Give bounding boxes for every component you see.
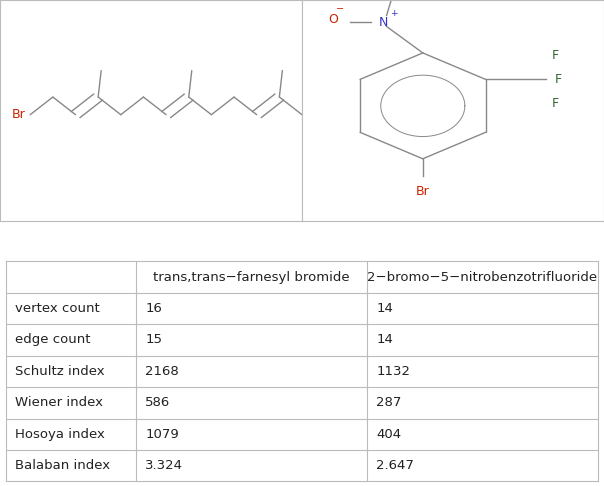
Text: −: −: [336, 4, 344, 14]
Text: 1079: 1079: [146, 428, 179, 441]
Text: 14: 14: [376, 333, 393, 347]
Text: 14: 14: [376, 302, 393, 315]
Text: F: F: [552, 49, 559, 62]
Text: 404: 404: [376, 428, 401, 441]
Text: Hosoya index: Hosoya index: [15, 428, 105, 441]
Text: 3.324: 3.324: [146, 459, 184, 472]
Text: 2.647: 2.647: [376, 459, 414, 472]
Text: O: O: [329, 13, 338, 26]
Text: edge count: edge count: [15, 333, 91, 347]
Text: Balaban index: Balaban index: [15, 459, 110, 472]
Text: 2−bromo−5−nitrobenzotrifluoride: 2−bromo−5−nitrobenzotrifluoride: [367, 271, 597, 284]
Text: F: F: [555, 73, 562, 86]
Text: vertex count: vertex count: [15, 302, 100, 315]
Text: 15: 15: [146, 333, 162, 347]
Text: Br: Br: [12, 108, 25, 121]
Text: 586: 586: [146, 396, 170, 409]
Text: Br: Br: [416, 185, 429, 198]
Text: N: N: [379, 16, 388, 29]
Text: 16: 16: [146, 302, 162, 315]
Text: Wiener index: Wiener index: [15, 396, 103, 409]
Text: trans,trans−farnesyl bromide: trans,trans−farnesyl bromide: [153, 271, 350, 284]
Text: 1132: 1132: [376, 365, 410, 378]
Text: 2168: 2168: [146, 365, 179, 378]
Text: 287: 287: [376, 396, 402, 409]
Text: Schultz index: Schultz index: [15, 365, 104, 378]
Text: +: +: [390, 9, 398, 17]
Text: F: F: [552, 97, 559, 110]
